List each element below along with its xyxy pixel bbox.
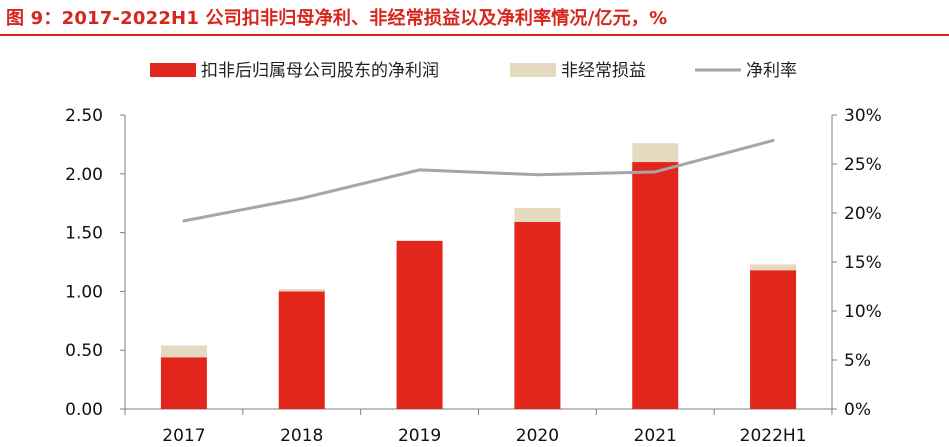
net-margin-point [771,138,775,142]
bar-net-profit [514,222,561,409]
x-axis-tick-label: 2019 [398,426,441,446]
right-axis-tick-label: 5% [844,351,871,371]
bar-nonrecurring [514,207,561,223]
bar-nonrecurring [278,289,325,292]
title-divider [0,34,949,36]
net-margin-line [183,139,774,223]
legend-swatch-net-profit [150,63,196,77]
net-margin-point [653,170,657,174]
x-axis-tick-label: 2017 [162,426,205,446]
net-margin-point [535,173,539,177]
bar-nonrecurring [632,143,679,163]
bar-net-profit [278,291,325,409]
net-margin-point [300,196,304,200]
bar-net-profit [160,357,207,409]
x-axis-tick-label: 2021 [634,426,677,446]
left-axis-tick-label: 2.00 [65,165,103,185]
bar-net-profit [396,240,443,409]
x-axis-tick-label: 2022H1 [740,426,807,446]
x-axis-tick-label: 2020 [516,426,559,446]
legend-swatch-nonrecurring [510,63,556,77]
right-axis-tick-label: 20% [844,204,882,224]
right-axis-tick-label: 15% [844,253,882,273]
bar-net-profit [750,270,797,409]
left-axis-tick-label: 0.50 [65,341,103,361]
right-axis-tick-label: 30% [844,106,882,126]
net-margin-point [182,219,186,223]
legend: 扣非后归属母公司股东的净利润 非经常损益 净利率 [150,61,797,81]
x-axis-tick-label: 2018 [280,426,323,446]
left-axis-tick-label: 1.00 [65,282,103,302]
legend-label-net-margin: 净利率 [746,61,797,81]
left-axis-tick-label: 1.50 [65,224,103,244]
bar-nonrecurring [750,264,797,271]
right-axis-tick-label: 10% [844,302,882,322]
bar-nonrecurring [160,345,207,358]
right-axis-tick-label: 25% [844,155,882,175]
legend-label-nonrecurring: 非经常损益 [561,61,646,81]
chart-title: 图 9：2017-2022H1 公司扣非归母净利、非经常损益以及净利率情况/亿元… [6,8,668,29]
right-axis-tick-label: 0% [844,400,871,420]
net-margin-point [418,168,422,172]
bar-net-profit [632,162,679,409]
legend-label-net-profit: 扣非后归属母公司股东的净利润 [201,61,439,81]
left-axis-tick-label: 2.50 [65,106,103,126]
left-axis-tick-label: 0.00 [65,400,103,420]
